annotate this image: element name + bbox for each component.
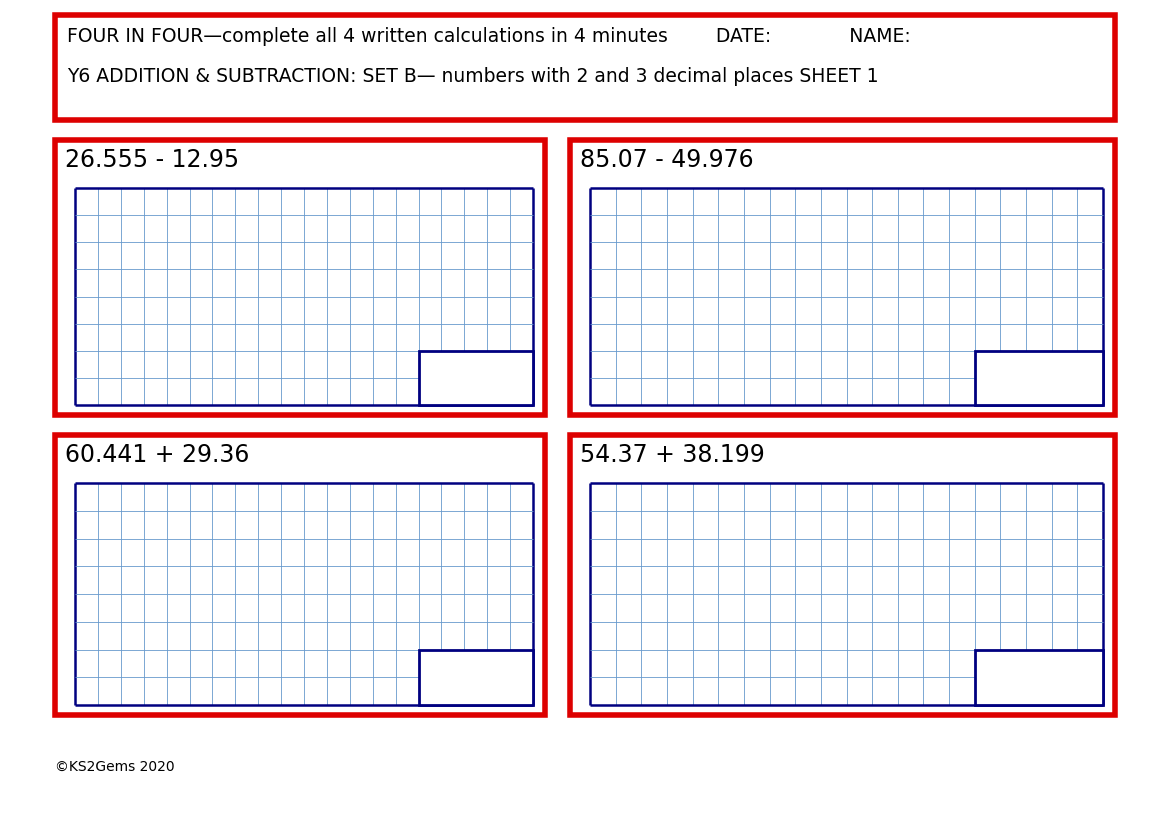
Text: FOUR IN FOUR—complete all 4 written calculations in 4 minutes        DATE:      : FOUR IN FOUR—complete all 4 written calc… bbox=[67, 27, 910, 46]
Text: 60.441 + 29.36: 60.441 + 29.36 bbox=[66, 443, 249, 467]
Bar bbox=[975, 649, 1103, 705]
Text: 85.07 - 49.976: 85.07 - 49.976 bbox=[580, 148, 753, 172]
Bar bbox=[419, 649, 534, 705]
Bar bbox=[419, 351, 534, 405]
Text: ©KS2Gems 2020: ©KS2Gems 2020 bbox=[55, 760, 174, 774]
Text: 54.37 + 38.199: 54.37 + 38.199 bbox=[580, 443, 765, 467]
Bar bbox=[419, 649, 534, 705]
Bar bbox=[570, 435, 1115, 715]
Bar bbox=[975, 351, 1103, 405]
Bar bbox=[55, 140, 545, 415]
Bar bbox=[55, 435, 545, 715]
Bar bbox=[55, 15, 1115, 120]
Bar bbox=[570, 140, 1115, 415]
Text: 26.555 - 12.95: 26.555 - 12.95 bbox=[66, 148, 239, 172]
Bar bbox=[975, 351, 1103, 405]
Text: Y6 ADDITION & SUBTRACTION: SET B— numbers with 2 and 3 decimal places SHEET 1: Y6 ADDITION & SUBTRACTION: SET B— number… bbox=[67, 67, 879, 86]
Bar bbox=[419, 351, 534, 405]
Bar bbox=[975, 649, 1103, 705]
